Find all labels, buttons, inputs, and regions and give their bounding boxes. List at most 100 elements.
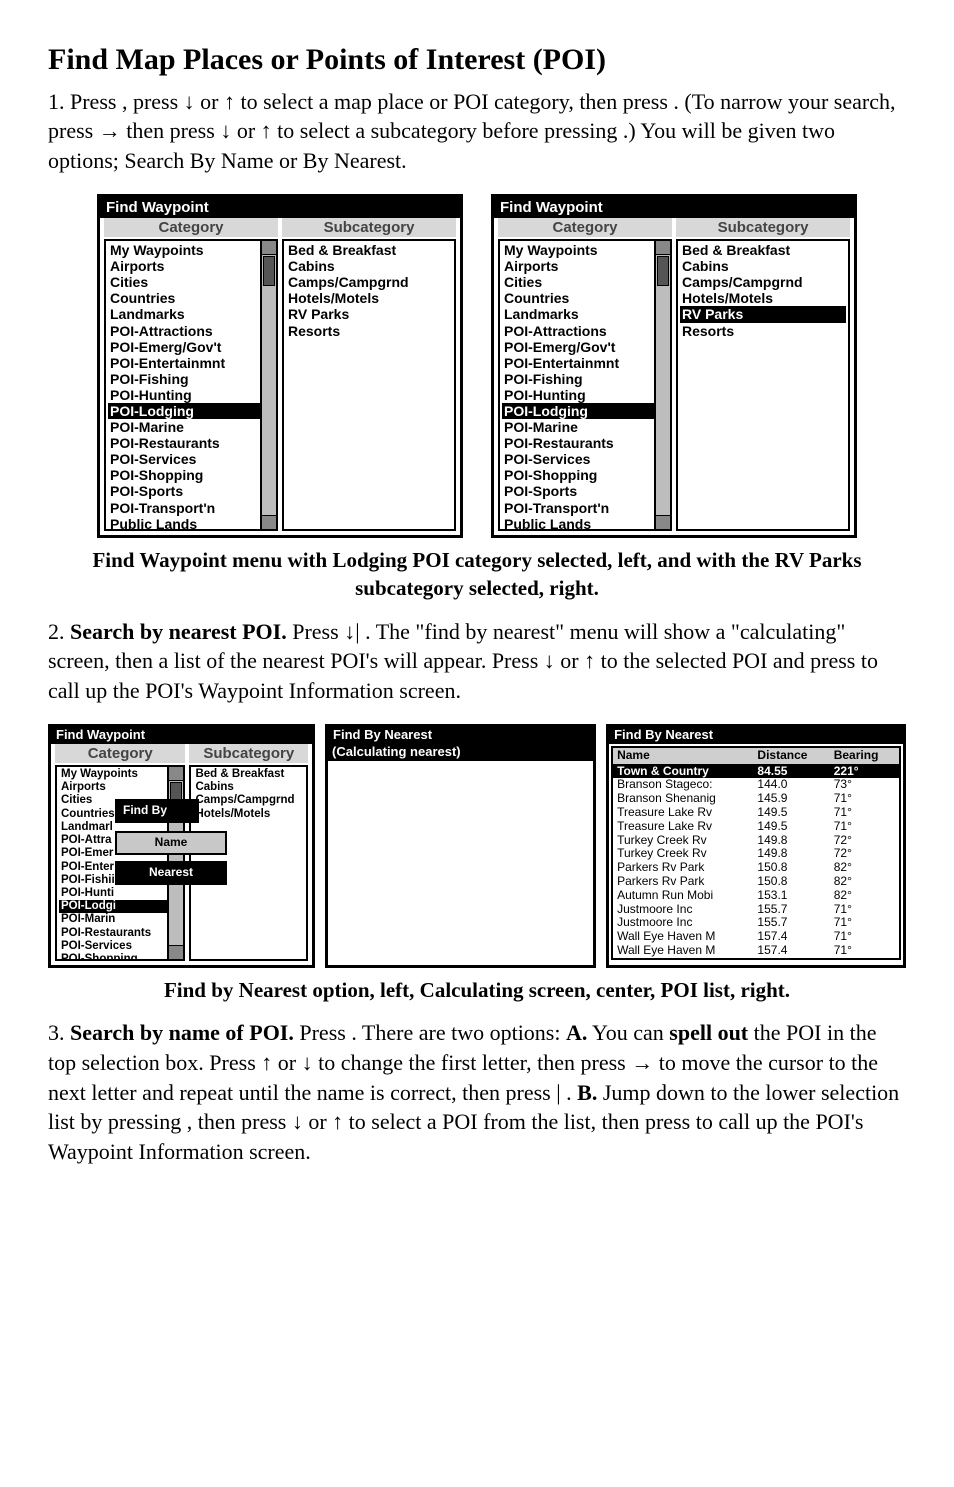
list-item[interactable]: Cities [502, 274, 668, 290]
list-item[interactable]: Camps/Campgrnd [680, 274, 846, 290]
list-item[interactable]: POI-Transport'n [108, 500, 274, 516]
figure-1-caption: Find Waypoint menu with Lodging POI cate… [48, 546, 906, 603]
list-item[interactable]: My Waypoints [59, 768, 181, 781]
list-item[interactable]: Resorts [680, 323, 846, 339]
list-item[interactable]: POI-Shopping [502, 467, 668, 483]
list-item[interactable]: Cabins [193, 781, 304, 794]
list-item[interactable]: Cities [108, 274, 274, 290]
list-item[interactable]: POI-Attractions [108, 323, 274, 339]
list-item[interactable]: Bed & Breakfast [193, 768, 304, 781]
list-item[interactable]: Camps/Campgrnd [193, 794, 304, 807]
find-by-nearest-button[interactable]: Nearest [115, 861, 227, 885]
list-item[interactable]: POI-Restaurants [59, 927, 181, 940]
list-item[interactable]: POI-Attractions [502, 323, 668, 339]
find-by-name-button[interactable]: Name [115, 831, 227, 855]
table-row[interactable]: Justmoore Inc155.771° [613, 916, 899, 930]
list-item[interactable]: RV Parks [680, 306, 846, 322]
list-item[interactable]: POI-Marin [59, 913, 181, 926]
list-item[interactable]: Bed & Breakfast [286, 242, 452, 258]
scroll-down-button[interactable] [262, 515, 276, 529]
list-item[interactable]: POI-Entertainmnt [108, 355, 274, 371]
list-item[interactable]: Airports [502, 258, 668, 274]
list-item[interactable]: Landmarks [108, 306, 274, 322]
list-item[interactable]: Hotels/Motels [193, 808, 304, 821]
list-item[interactable]: Public Lands [502, 516, 668, 531]
list-item[interactable]: Hotels/Motels [286, 290, 452, 306]
window-title: Find Waypoint [100, 197, 460, 218]
list-item[interactable]: POI-Hunting [502, 387, 668, 403]
list-item[interactable]: POI-Lodging [502, 403, 668, 419]
list-item[interactable]: POI-Sports [108, 483, 274, 499]
list-item[interactable]: My Waypoints [502, 242, 668, 258]
cell-name: Branson Shenanig [613, 792, 753, 806]
scroll-up-button[interactable] [262, 241, 276, 255]
scroll-thumb[interactable] [263, 256, 275, 286]
table-row[interactable]: Turkey Creek Rv149.872° [613, 847, 899, 861]
list-item[interactable]: POI-Services [502, 451, 668, 467]
list-item[interactable]: POI-Hunting [108, 387, 274, 403]
list-item[interactable]: RV Parks [286, 306, 452, 322]
cell-name: Wall Eye Haven M [613, 944, 753, 958]
list-item[interactable]: POI-Fishing [108, 371, 274, 387]
list-item[interactable]: POI-Lodging [108, 403, 274, 419]
list-item[interactable]: POI-Restaurants [502, 435, 668, 451]
scrollbar[interactable] [260, 241, 276, 529]
table-row[interactable]: Branson Stageco:144.073° [613, 778, 899, 792]
list-item[interactable]: Cabins [680, 258, 846, 274]
list-item[interactable]: My Waypoints [108, 242, 274, 258]
list-item[interactable]: POI-Entertainmnt [502, 355, 668, 371]
list-item[interactable]: POI-Marine [502, 419, 668, 435]
list-item[interactable]: Hotels/Motels [680, 290, 846, 306]
list-item[interactable]: Camps/Campgrnd [286, 274, 452, 290]
list-item[interactable]: POI-Services [108, 451, 274, 467]
cell-bear: 71° [830, 792, 899, 806]
scrollbar[interactable] [654, 241, 670, 529]
list-item[interactable]: Resorts [286, 323, 452, 339]
subcategory-list[interactable]: Bed & BreakfastCabinsCamps/CampgrndHotel… [676, 239, 850, 531]
list-item[interactable]: POI-Restaurants [108, 435, 274, 451]
list-item[interactable]: Countries [108, 290, 274, 306]
scroll-up-button[interactable] [656, 241, 670, 255]
table-row[interactable]: Parkers Rv Park150.882° [613, 875, 899, 889]
list-item[interactable]: Landmarks [502, 306, 668, 322]
category-list[interactable]: My WaypointsAirportsCitiesCountriesLandm… [104, 239, 278, 531]
list-item[interactable]: POI-Shopping [108, 467, 274, 483]
category-list[interactable]: My WaypointsAirportsCitiesCountriesLandm… [498, 239, 672, 531]
table-row[interactable]: Branson Shenanig145.971° [613, 792, 899, 806]
list-item[interactable]: POI-Fishing [502, 371, 668, 387]
list-item[interactable]: Airports [59, 781, 181, 794]
list-item[interactable]: POI-Emerg/Gov't [108, 339, 274, 355]
list-item[interactable]: Airports [108, 258, 274, 274]
table-row[interactable]: Autumn Run Mobi153.182° [613, 889, 899, 903]
list-item[interactable]: Bed & Breakfast [680, 242, 846, 258]
list-item[interactable]: POI-Marine [108, 419, 274, 435]
list-item[interactable]: POI-Lodgi [59, 900, 181, 913]
poi-table[interactable]: Name Distance Bearing Town & Country84.5… [613, 748, 899, 958]
table-row[interactable]: Parkers Rv Park150.882° [613, 861, 899, 875]
scroll-thumb[interactable] [657, 256, 669, 286]
list-item[interactable]: Cabins [286, 258, 452, 274]
list-item[interactable]: Countries [502, 290, 668, 306]
cell-bear: 71° [830, 944, 899, 958]
table-row[interactable]: Treasure Lake Rv149.571° [613, 820, 899, 834]
table-row[interactable]: Justmoore Inc155.771° [613, 903, 899, 917]
list-item[interactable]: POI-Emerg/Gov't [502, 339, 668, 355]
up-arrow-icon: ↑ [261, 1050, 272, 1075]
scroll-down-button[interactable] [656, 515, 670, 529]
list-item[interactable]: POI-Sports [502, 483, 668, 499]
bold-text: Search by name of POI. [70, 1020, 294, 1045]
scroll-down-button[interactable] [169, 945, 183, 959]
table-row[interactable]: Turkey Creek Rv149.872° [613, 834, 899, 848]
list-item[interactable]: POI-Services [59, 940, 181, 953]
list-item[interactable]: POI-Transport'n [502, 500, 668, 516]
list-item[interactable]: Public Lands [108, 516, 274, 531]
table-row[interactable]: Town & Country84.55221° [613, 764, 899, 778]
table-row[interactable]: Treasure Lake Rv149.571° [613, 806, 899, 820]
scroll-up-button[interactable] [169, 767, 183, 781]
cell-dist: 149.8 [753, 834, 829, 848]
table-row[interactable]: Wall Eye Haven M157.471° [613, 930, 899, 944]
table-row[interactable]: Wall Eye Haven M157.471° [613, 944, 899, 958]
list-item[interactable]: POI-Shopping [59, 953, 181, 961]
subcategory-list[interactable]: Bed & BreakfastCabinsCamps/CampgrndHotel… [282, 239, 456, 531]
list-item[interactable]: POI-Hunti [59, 887, 181, 900]
